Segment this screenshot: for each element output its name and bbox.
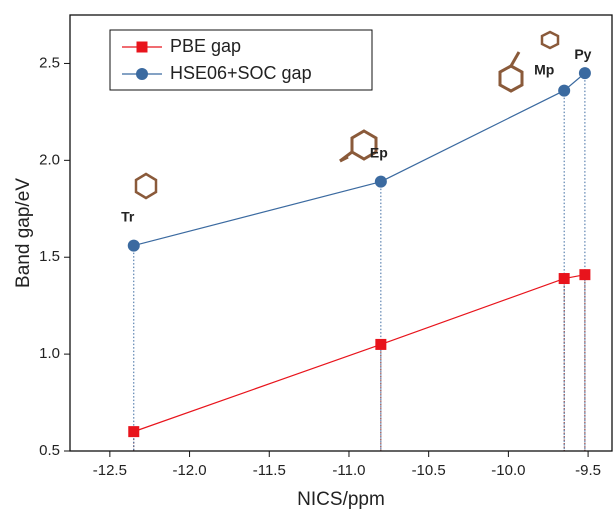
legend: PBE gap HSE06+SOC gap bbox=[110, 30, 372, 90]
legend-marker bbox=[137, 42, 148, 53]
series-line bbox=[134, 275, 585, 432]
x-tick-label: -12.0 bbox=[172, 462, 206, 479]
annotation: Mp bbox=[534, 61, 554, 77]
annotation: Tr bbox=[121, 208, 135, 224]
x-axis-label: NICS/ppm bbox=[297, 489, 385, 510]
marker bbox=[558, 85, 570, 97]
marker bbox=[128, 426, 139, 437]
y-tick-label: 1.0 bbox=[39, 345, 60, 362]
y-axis-label: Band gap/eV bbox=[13, 178, 34, 288]
marker bbox=[559, 273, 570, 284]
x-tick-label: -9.5 bbox=[575, 462, 601, 479]
legend-label: HSE06+SOC gap bbox=[170, 63, 312, 83]
marker bbox=[375, 339, 386, 350]
marker bbox=[375, 176, 387, 188]
chart: -12.5 -12.0 -11.5 -11.0 -10.5 -10.0 -9.5 0.5 1.0… bbox=[0, 0, 613, 517]
y-tick-label: 2.5 bbox=[39, 54, 60, 71]
y-tick-label: 0.5 bbox=[39, 442, 60, 459]
x-tick-label: -10.5 bbox=[412, 462, 446, 479]
x-tick-label: -11.5 bbox=[253, 462, 286, 479]
marker bbox=[128, 240, 140, 252]
annotation: Ep bbox=[370, 144, 388, 160]
y-tick-label: 2.0 bbox=[39, 151, 60, 168]
x-tick-label: -12.5 bbox=[93, 462, 127, 479]
x-tick-label: -10.0 bbox=[491, 462, 525, 479]
y-tick-label: 1.5 bbox=[39, 248, 60, 265]
marker bbox=[579, 67, 591, 79]
legend-label: PBE gap bbox=[170, 36, 241, 56]
annotation: Py bbox=[574, 46, 591, 62]
x-tick-label: -11.0 bbox=[332, 462, 365, 479]
series-line bbox=[134, 73, 585, 245]
legend-marker bbox=[136, 68, 148, 80]
marker bbox=[579, 269, 590, 280]
